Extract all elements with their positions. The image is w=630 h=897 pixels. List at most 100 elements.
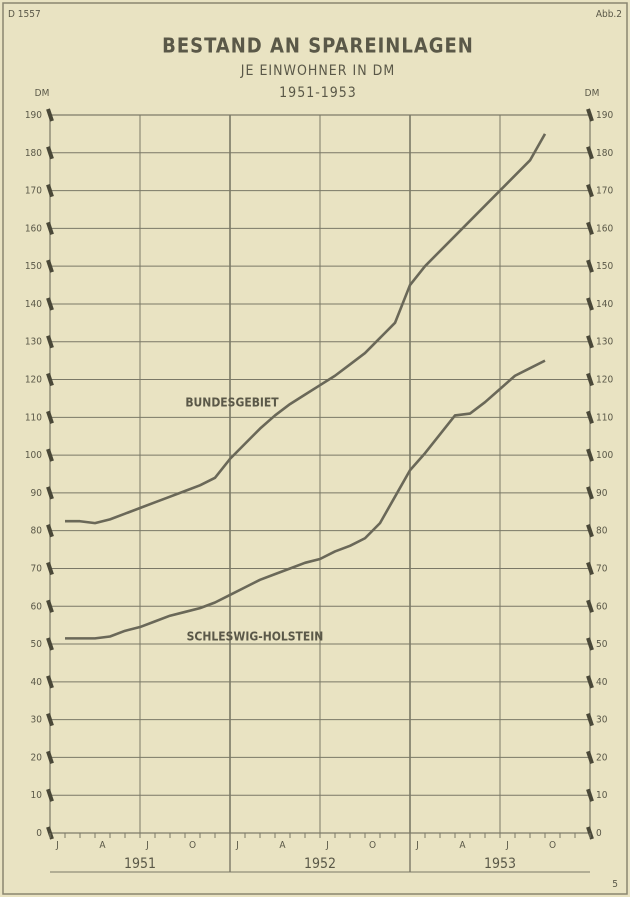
y2-tick-mark <box>586 524 594 538</box>
y2-axis-label: DM <box>585 88 600 99</box>
y-tick-label: 10 <box>31 790 43 801</box>
x-tick-label: A <box>279 840 286 851</box>
x-tick-label: J <box>55 840 59 851</box>
y-tick-label: 160 <box>25 223 42 234</box>
y2-tick-label: 80 <box>596 526 608 537</box>
y-tick-label: 120 <box>25 375 42 386</box>
y2-tick-mark <box>586 297 594 311</box>
chart-title: BESTAND AN SPAREINLAGEN <box>162 34 474 58</box>
y-tick-mark <box>46 675 54 689</box>
y-tick-label: 140 <box>25 299 42 310</box>
y-tick-label: 70 <box>31 563 43 574</box>
y-tick-label: 20 <box>31 752 43 763</box>
y-tick-label: 180 <box>25 148 42 159</box>
y2-tick-label: 20 <box>596 752 608 763</box>
y-tick-mark <box>46 599 54 613</box>
chart-subtitle: JE EINWOHNER IN DM <box>240 63 395 79</box>
series-label: BUNDESGEBIET <box>185 396 279 410</box>
y-tick-mark <box>46 259 54 273</box>
figure-number: Abb.2 <box>596 9 622 20</box>
y-tick-mark <box>46 524 54 538</box>
y-tick-label: 150 <box>25 261 42 272</box>
y2-tick-label: 150 <box>596 261 613 272</box>
y2-tick-mark <box>586 183 594 198</box>
y2-tick-label: 70 <box>596 563 608 574</box>
x-tick-label: O <box>369 840 376 851</box>
y-tick-label: 80 <box>31 526 43 537</box>
y-tick-label: 170 <box>25 186 42 197</box>
y2-tick-label: 110 <box>596 412 613 423</box>
y2-tick-label: 170 <box>596 186 613 197</box>
y2-tick-label: 100 <box>596 450 613 461</box>
x-tick-label: J <box>325 840 329 851</box>
y2-tick-mark <box>586 486 594 500</box>
y-tick-mark <box>46 108 54 122</box>
year-label: 1953 <box>484 856 516 872</box>
year-label: 1951 <box>124 856 156 872</box>
y-tick-mark <box>46 712 54 727</box>
x-tick-label: J <box>505 840 509 851</box>
line <box>65 133 547 525</box>
y-tick-mark <box>46 183 54 198</box>
y2-tick-label: 40 <box>596 677 608 688</box>
y2-tick-label: 30 <box>596 715 608 726</box>
y-tick-label: 110 <box>25 412 42 423</box>
y2-tick-mark <box>586 712 594 727</box>
y2-tick-mark <box>586 561 594 576</box>
series-label: SCHLESWIG-HOLSTEIN <box>187 630 324 644</box>
y-tick-mark <box>46 410 54 424</box>
y-tick-label: 40 <box>31 677 43 688</box>
y2-tick-mark <box>586 637 594 651</box>
x-tick-label: A <box>459 840 466 851</box>
y-tick-label: 190 <box>25 110 42 121</box>
y-tick-mark <box>46 561 54 576</box>
y2-tick-label: 0 <box>596 828 602 839</box>
y2-tick-mark <box>586 750 594 765</box>
x-tick-label: A <box>99 840 106 851</box>
y2-tick-label: 160 <box>596 223 613 234</box>
y-tick-label: 90 <box>31 488 43 499</box>
y-tick-mark <box>46 335 54 349</box>
y-tick-mark <box>46 297 54 311</box>
y2-tick-mark <box>586 146 594 160</box>
y2-tick-mark <box>586 108 594 122</box>
y2-tick-mark <box>586 448 594 462</box>
y-tick-mark <box>46 750 54 765</box>
year-label: 1952 <box>304 856 336 872</box>
x-tick-label: J <box>415 840 419 851</box>
y-axis-label: DM <box>35 88 50 99</box>
line <box>65 359 546 640</box>
page-number: 5 <box>612 879 618 890</box>
y-tick-label: 0 <box>36 828 42 839</box>
y2-tick-mark <box>586 335 594 349</box>
y2-tick-label: 50 <box>596 639 608 650</box>
y2-tick-label: 120 <box>596 375 613 386</box>
y2-tick-label: 130 <box>596 337 613 348</box>
period: 1951-1953 <box>279 85 357 101</box>
y2-tick-label: 180 <box>596 148 613 159</box>
y-tick-mark <box>46 146 54 160</box>
y2-tick-label: 190 <box>596 110 613 121</box>
y2-tick-mark <box>586 788 594 802</box>
y-tick-mark <box>46 637 54 651</box>
x-tick-label: J <box>145 840 149 851</box>
x-tick-label: O <box>189 840 196 851</box>
y-tick-mark <box>46 448 54 462</box>
y-tick-mark <box>46 372 54 387</box>
y2-tick-label: 90 <box>596 488 608 499</box>
y2-tick-mark <box>586 410 594 424</box>
y2-tick-mark <box>586 372 594 387</box>
code: D 1557 <box>8 9 41 20</box>
y2-tick-mark <box>586 221 594 236</box>
y-tick-label: 50 <box>31 639 43 650</box>
y2-tick-label: 140 <box>596 299 613 310</box>
y2-tick-mark <box>586 599 594 613</box>
y-tick-label: 60 <box>31 601 43 612</box>
y2-tick-label: 60 <box>596 601 608 612</box>
y2-tick-label: 10 <box>596 790 608 801</box>
y2-tick-mark <box>586 259 594 273</box>
y-tick-label: 30 <box>31 715 43 726</box>
y-tick-mark <box>46 221 54 236</box>
